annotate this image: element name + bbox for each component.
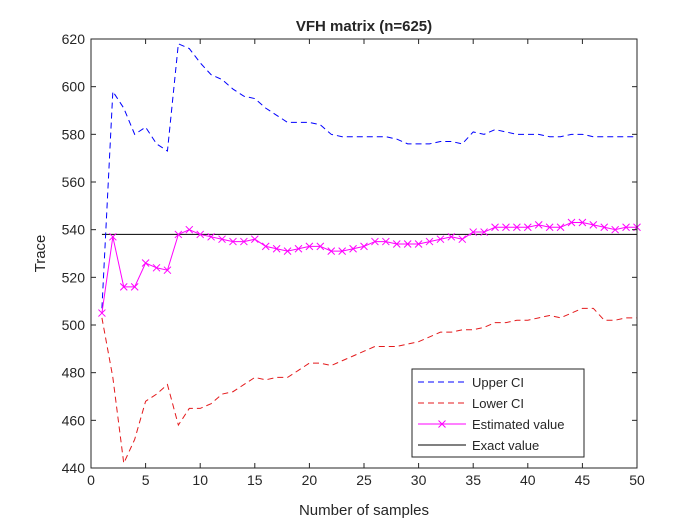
y-tick-label: 540 — [62, 222, 86, 238]
data-point-marker — [392, 240, 401, 248]
y-tick-label: 560 — [62, 174, 86, 190]
data-point-marker — [403, 240, 412, 248]
legend-item-exact-value: Exact value — [418, 438, 539, 453]
legend-box — [411, 368, 585, 458]
legend-item-upper-ci: Upper CI — [418, 375, 524, 390]
data-point-marker — [272, 244, 281, 253]
data-point-marker — [294, 244, 303, 253]
x-tick-label: 45 — [575, 472, 591, 488]
data-point-marker — [207, 232, 215, 241]
data-point-marker — [152, 263, 161, 272]
data-point-marker — [316, 242, 325, 251]
y-tick-label: 440 — [62, 460, 86, 476]
chart-title: VFH matrix (n=625) — [296, 18, 432, 35]
data-point-marker — [338, 247, 347, 255]
y-tick-label: 500 — [62, 317, 86, 333]
legend-item-estimated-value: Estimated value — [418, 417, 565, 432]
data-point-marker — [436, 235, 445, 244]
legend: Upper CI Lower CI Estimated value Exact val… — [411, 368, 585, 458]
y-tick-label: 520 — [62, 269, 86, 285]
y-tick-label: 460 — [62, 412, 86, 428]
data-point-marker — [513, 223, 521, 232]
x-tick-label: 15 — [247, 472, 263, 488]
data-point-marker — [469, 228, 478, 236]
legend-label: Estimated value — [472, 417, 565, 432]
y-tick-label: 480 — [62, 365, 86, 381]
data-point-marker — [600, 223, 609, 232]
data-point-marker — [261, 242, 270, 251]
legend-label: Lower CI — [472, 396, 524, 411]
series-lower-ci — [101, 307, 637, 466]
data-point-marker — [523, 223, 532, 232]
x-tick-label: 10 — [192, 472, 208, 488]
x-tick-label: 0 — [87, 472, 95, 488]
x-axis-label: Number of samples — [299, 502, 429, 519]
series-estimated-value — [98, 218, 641, 317]
data-point-marker — [130, 283, 139, 291]
data-point-marker — [163, 266, 172, 275]
data-point-marker — [567, 218, 576, 227]
data-point-marker — [141, 259, 150, 267]
data-point-marker — [491, 223, 499, 232]
data-point-marker — [349, 244, 357, 253]
legend-label: Exact value — [472, 438, 539, 453]
legend-item-lower-ci: Lower CI — [418, 396, 524, 411]
x-tick-label: 20 — [302, 472, 318, 488]
x-tick-label: 40 — [520, 472, 536, 488]
data-point-marker — [447, 232, 456, 241]
data-point-marker — [622, 223, 630, 232]
series-line-lower-ci — [101, 307, 637, 466]
series-line-upper-ci — [101, 43, 637, 309]
data-point-marker — [534, 221, 543, 229]
axes: 0 5 10 15 20 25 30 35 40 45 50 440 460 480 500 520 540 56… — [62, 31, 645, 488]
data-point-marker — [381, 237, 390, 246]
y-tick-label: 620 — [62, 31, 86, 47]
data-point-marker — [185, 225, 194, 234]
data-point-marker — [545, 223, 554, 232]
legend-label: Upper CI — [472, 375, 524, 390]
x-tick-label: 50 — [629, 472, 645, 488]
y-tick-label: 580 — [62, 126, 86, 142]
data-point-marker — [240, 237, 248, 246]
data-point-marker — [218, 235, 226, 244]
data-point-marker — [98, 309, 106, 317]
x-tick-label: 5 — [142, 472, 150, 488]
data-point-marker — [371, 237, 379, 246]
data-point-marker — [578, 218, 587, 227]
data-point-marker — [611, 225, 620, 234]
x-tick-label: 35 — [465, 472, 481, 488]
data-point-marker — [196, 230, 205, 239]
data-point-marker — [425, 237, 434, 246]
x-tick-label: 25 — [356, 472, 372, 488]
y-tick-label: 600 — [62, 79, 86, 95]
data-point-marker — [327, 247, 336, 255]
legend-marker — [438, 420, 446, 428]
data-point-marker — [414, 240, 423, 248]
data-point-marker — [589, 221, 598, 229]
data-point-marker — [229, 237, 237, 246]
data-point-marker — [305, 242, 314, 251]
data-point-marker — [360, 242, 368, 251]
data-point-marker — [480, 228, 488, 236]
data-point-marker — [250, 235, 259, 244]
data-point-marker — [502, 223, 510, 232]
data-point-marker — [458, 235, 467, 244]
data-point-marker — [119, 283, 128, 291]
data-point-marker — [283, 247, 292, 255]
series-line-estimated-value — [101, 222, 637, 314]
series-layer — [98, 43, 641, 466]
data-point-marker — [556, 223, 565, 232]
y-axis-label: Trace — [32, 235, 49, 273]
series-upper-ci — [101, 43, 637, 309]
x-tick-label: 30 — [411, 472, 427, 488]
data-point-marker — [174, 230, 183, 239]
data-point-marker — [108, 232, 117, 241]
